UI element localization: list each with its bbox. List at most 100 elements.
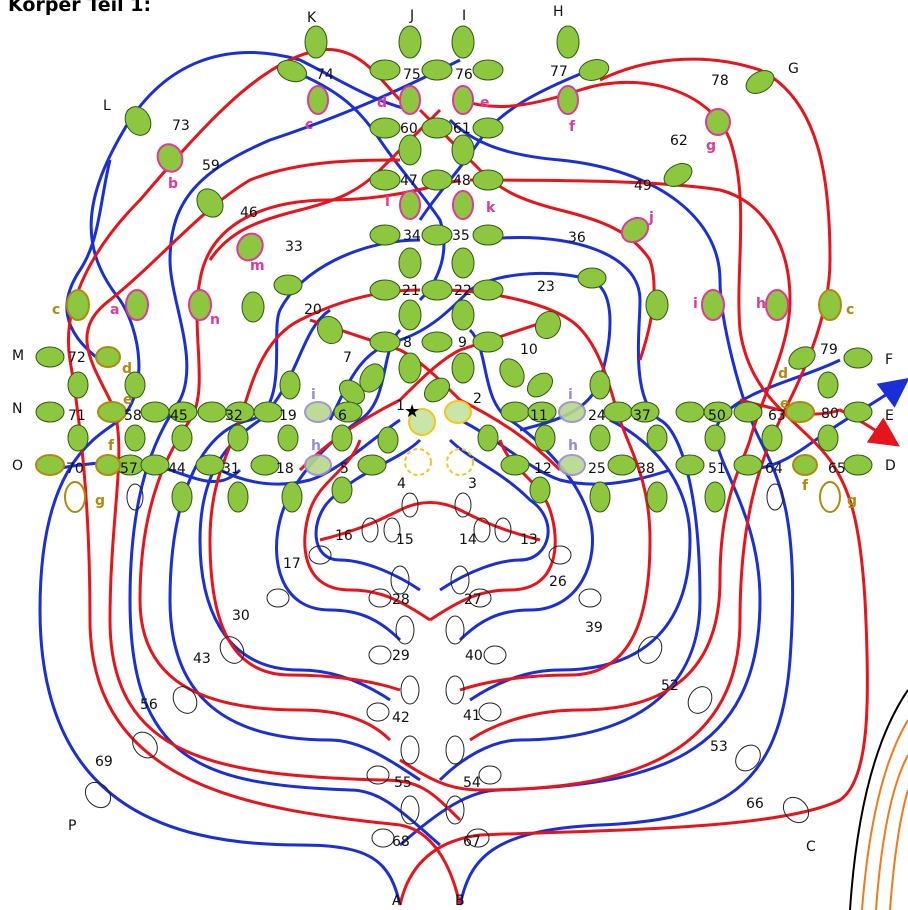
pin-letter-b: b bbox=[168, 176, 178, 192]
number-14: 14 bbox=[459, 532, 477, 548]
number-47: 47 bbox=[400, 173, 418, 189]
edge-label-h: H bbox=[553, 4, 564, 20]
edge-labels: K J I H G L M N O P A B C D E F bbox=[12, 4, 896, 909]
number-30: 30 bbox=[232, 608, 250, 624]
number-39: 39 bbox=[585, 620, 603, 636]
number-58: 58 bbox=[124, 408, 142, 424]
number-9: 9 bbox=[458, 335, 467, 351]
number-66: 66 bbox=[746, 796, 764, 812]
number-1: 1 bbox=[396, 398, 405, 414]
number-31: 31 bbox=[222, 461, 240, 477]
number-74: 74 bbox=[316, 67, 334, 83]
pin-letter-c-right: c bbox=[846, 302, 854, 318]
edge-label-b: B bbox=[455, 893, 465, 909]
number-49: 49 bbox=[634, 178, 652, 194]
number-76: 76 bbox=[455, 67, 473, 83]
number-16: 16 bbox=[335, 528, 353, 544]
pin-letter-e-top: e bbox=[480, 95, 490, 111]
edge-label-i: I bbox=[462, 8, 466, 24]
number-73: 73 bbox=[172, 118, 190, 134]
number-67: 67 bbox=[463, 834, 481, 850]
pin-letter-d-right: d bbox=[778, 366, 788, 382]
pin-letter-c-top: c bbox=[305, 117, 313, 133]
number-24: 24 bbox=[588, 408, 606, 424]
number-59: 59 bbox=[202, 158, 220, 174]
pin-letter-k: k bbox=[486, 200, 496, 216]
edge-label-a: A bbox=[392, 893, 402, 909]
number-72: 72 bbox=[68, 350, 86, 366]
number-19: 19 bbox=[279, 408, 297, 424]
number-75: 75 bbox=[403, 67, 421, 83]
pin-letter-a: a bbox=[110, 302, 119, 318]
number-7: 7 bbox=[343, 350, 352, 366]
edge-label-o: O bbox=[12, 458, 23, 474]
pin-letters: c a n i h c d e f g d e f g b m l k j c … bbox=[52, 95, 857, 509]
edge-label-e: E bbox=[885, 408, 894, 424]
edge-label-m: M bbox=[12, 348, 24, 364]
number-8: 8 bbox=[403, 335, 412, 351]
special-pins bbox=[35, 85, 842, 513]
number-41: 41 bbox=[463, 708, 481, 724]
number-32: 32 bbox=[225, 408, 243, 424]
number-42: 42 bbox=[392, 710, 410, 726]
edge-label-p: P bbox=[68, 818, 76, 834]
pin-letter-d-left: d bbox=[122, 361, 132, 377]
edge-label-j: J bbox=[409, 8, 414, 24]
number-69: 69 bbox=[95, 754, 113, 770]
number-45: 45 bbox=[170, 408, 188, 424]
pin-letter-f-left: f bbox=[108, 438, 115, 454]
number-27: 27 bbox=[464, 592, 482, 608]
edge-label-g: G bbox=[788, 61, 799, 77]
number-22: 22 bbox=[454, 283, 472, 299]
pin-letter-g-top: g bbox=[706, 138, 716, 154]
number-78: 78 bbox=[711, 73, 729, 89]
pin-letter-m: m bbox=[250, 258, 265, 274]
pin-letter-d-top: d bbox=[377, 95, 387, 111]
next-section-arcs bbox=[849, 689, 908, 910]
pin-letter-g-left: g bbox=[95, 493, 105, 509]
number-80: 80 bbox=[821, 406, 839, 422]
pin-letter-c-left: c bbox=[52, 302, 60, 318]
number-48: 48 bbox=[453, 173, 471, 189]
edge-label-k: K bbox=[307, 10, 317, 26]
pin-letter-h-right: h bbox=[756, 296, 766, 312]
pin-letter-i-right: i bbox=[693, 296, 698, 312]
pin-letter-f-top: f bbox=[569, 119, 576, 135]
number-57: 57 bbox=[120, 461, 138, 477]
pin-letter-i-center-right: i bbox=[568, 387, 573, 403]
pin-letter-h-center-right: h bbox=[568, 438, 578, 454]
edge-label-f: F bbox=[885, 352, 893, 368]
number-46: 46 bbox=[240, 205, 258, 221]
pin-letter-n: n bbox=[210, 312, 220, 328]
number-71: 71 bbox=[68, 408, 86, 424]
number-26: 26 bbox=[549, 574, 567, 590]
pin-letter-e-right: e bbox=[780, 396, 790, 412]
pin-letter-e-left: e bbox=[123, 392, 133, 408]
number-55: 55 bbox=[394, 775, 412, 791]
number-54: 54 bbox=[463, 775, 481, 791]
number-29: 29 bbox=[392, 648, 410, 664]
number-51: 51 bbox=[708, 461, 726, 477]
number-20: 20 bbox=[304, 302, 322, 318]
number-36: 36 bbox=[568, 230, 586, 246]
number-28: 28 bbox=[392, 592, 410, 608]
edge-label-c: C bbox=[806, 839, 816, 855]
number-52: 52 bbox=[661, 678, 679, 694]
number-62: 62 bbox=[670, 133, 688, 149]
number-44: 44 bbox=[168, 461, 186, 477]
start-star-icon: ★ bbox=[404, 401, 420, 422]
pin-letter-i-left: i bbox=[311, 387, 316, 403]
number-15: 15 bbox=[396, 532, 414, 548]
pin-letter-h-left: h bbox=[311, 438, 321, 454]
number-79: 79 bbox=[820, 342, 838, 358]
number-6: 6 bbox=[338, 408, 347, 424]
number-12: 12 bbox=[534, 461, 552, 477]
number-21: 21 bbox=[402, 283, 420, 299]
number-10: 10 bbox=[520, 342, 538, 358]
number-2: 2 bbox=[473, 391, 482, 407]
pin-letter-j: j bbox=[648, 210, 654, 226]
number-63: 63 bbox=[768, 408, 786, 424]
number-60: 60 bbox=[400, 121, 418, 137]
edge-label-n: N bbox=[12, 401, 22, 417]
